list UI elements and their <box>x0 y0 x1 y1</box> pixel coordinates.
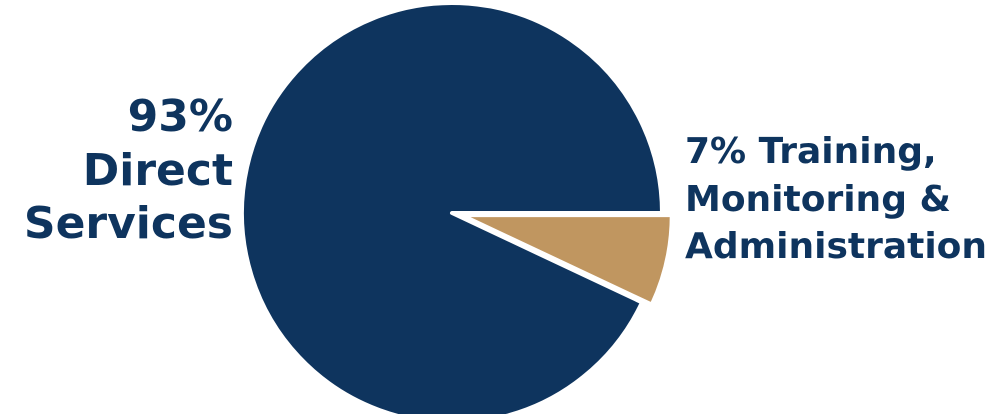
slice-label-line: 93% <box>127 91 233 142</box>
pie-slice-direct-services <box>240 1 664 414</box>
slice-label-line: 7% Training, <box>685 131 937 172</box>
slice-label-line: Services <box>23 198 233 250</box>
slice-label-training-monitoring-administration: 7% Training, Monitoring & Administration <box>685 128 987 271</box>
slice-label-line: Direct <box>82 144 233 196</box>
pie-slice-training-monitoring-administration <box>459 213 674 307</box>
slice-label-line: Monitoring & <box>685 178 951 220</box>
slice-label-line: Administration <box>685 226 988 268</box>
slice-label-direct-services: 93% Direct Services <box>24 90 233 251</box>
